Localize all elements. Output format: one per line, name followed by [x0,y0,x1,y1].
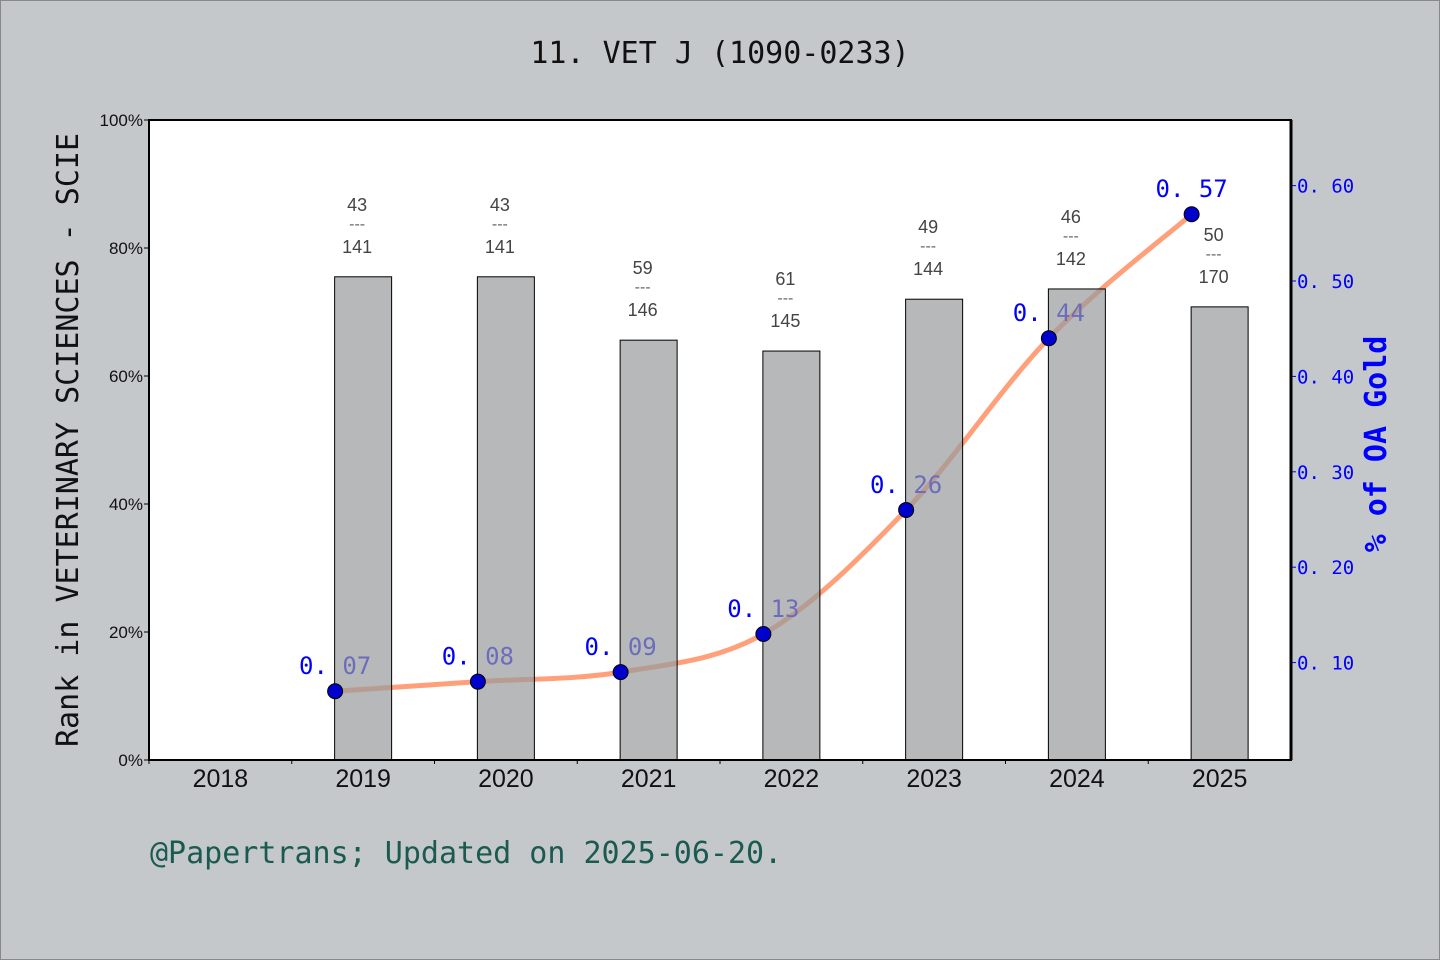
chart-title: 11. VET J (1090-0233) [530,36,910,71]
rank-label: 43 [347,195,367,215]
rank-separator: --- [1063,228,1079,245]
x-tick-label: 2025 [1192,765,1248,793]
rank-separator: --- [920,238,936,255]
y-left-tick-label: 80% [109,239,143,258]
rank-separator: --- [777,290,793,307]
x-tick-label: 2020 [478,765,534,793]
y-left-tick-label: 20% [109,623,143,642]
rank-bar [762,350,821,761]
rank-total: 146 [628,300,658,320]
y-left-tick-label: 60% [109,367,143,386]
y-right-tick-label: 0. 40 [1297,366,1354,388]
rank-label: 61 [775,269,795,289]
y-right-tick-label: 0. 10 [1297,653,1354,675]
rank-total: 170 [1199,267,1229,287]
rank-separator: --- [492,216,508,233]
x-tick-label: 2021 [621,765,677,793]
rank-bar [476,276,535,761]
x-tick-label: 2018 [193,765,249,793]
y-right-axis-title: % of OA Gold [1359,336,1394,553]
y-left-tick-label: 40% [109,495,143,514]
rank-bar [619,339,678,761]
y-right-tick-label: 0. 50 [1297,271,1354,293]
oa-gold-point [1183,206,1200,223]
rank-total: 144 [913,259,943,279]
rank-label: 46 [1061,207,1081,227]
rank-label: 50 [1204,225,1224,245]
rank-separator: --- [349,216,365,233]
rank-separator: --- [635,279,651,296]
y-left-tick-label: 100% [100,111,143,130]
rank-separator: --- [1206,246,1222,263]
rank-total: 141 [342,237,372,257]
footer-credit: @Papertrans; Updated on 2025-06-20. [150,836,783,871]
y-left-axis-title: Rank in VETERINARY SCIENCES - SCIE [51,133,86,747]
x-tick-label: 2022 [764,765,820,793]
oa-gold-point [755,625,772,642]
rank-total: 142 [1056,249,1086,269]
y-right-tick-label: 0. 30 [1297,462,1354,484]
oa-gold-point [469,673,486,690]
oa-gold-label: 0. 57 [1156,175,1228,203]
y-right-tick-label: 0. 20 [1297,557,1354,579]
x-tick-label: 2023 [906,765,962,793]
oa-gold-point [612,664,629,681]
rank-bar [905,298,964,761]
x-tick-label: 2024 [1049,765,1105,793]
oa-gold-point [327,683,344,700]
rank-label: 59 [633,258,653,278]
rank-bar [1190,306,1249,761]
rank-label: 43 [490,195,510,215]
y-left-tick-label: 0% [118,751,143,770]
y-right-tick-label: 0. 60 [1297,176,1354,198]
x-tick-label: 2019 [335,765,391,793]
oa-gold-point [1040,330,1057,347]
rank-bar [334,276,393,761]
rank-label: 49 [918,217,938,237]
rank-bar [1047,288,1106,761]
oa-gold-point [898,501,915,518]
rank-total: 141 [485,237,515,257]
rank-total: 145 [770,311,800,331]
